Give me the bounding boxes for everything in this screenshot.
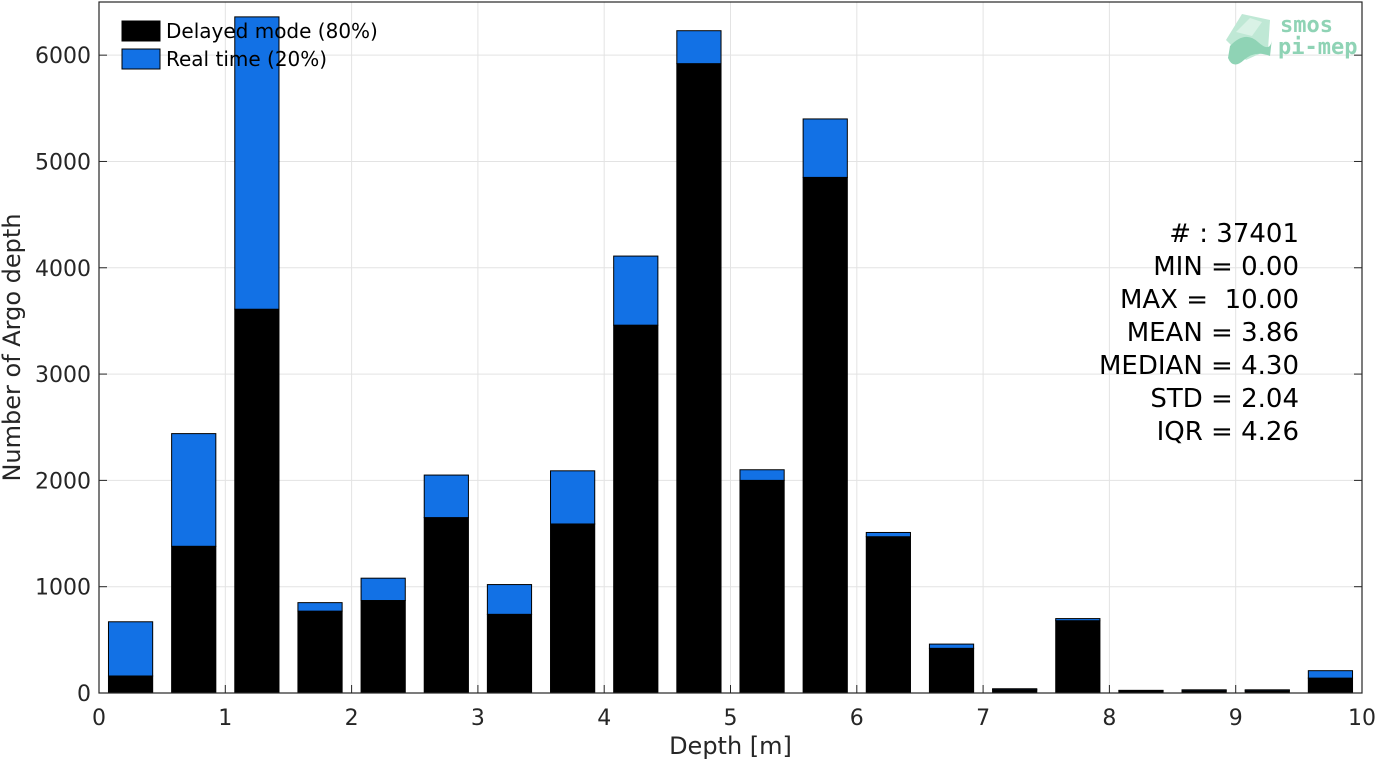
x-tick-label: 1 xyxy=(218,706,232,731)
bar-delayed-mode xyxy=(1307,677,1354,694)
legend-swatch-delayed xyxy=(121,20,161,42)
x-tick-label: 5 xyxy=(724,706,738,731)
y-tick-label: 6000 xyxy=(35,44,91,69)
bar-delayed-mode xyxy=(107,675,154,694)
y-tick-label: 2000 xyxy=(35,469,91,494)
bar-real-time xyxy=(360,577,406,602)
x-tick-label: 10 xyxy=(1348,706,1376,731)
bar-real-time xyxy=(992,688,1038,691)
bar-real-time xyxy=(739,469,785,481)
logo-text-smos: smos xyxy=(1280,13,1333,38)
bar-real-time xyxy=(1307,670,1354,679)
bar-real-time xyxy=(171,433,217,547)
bar-real-time xyxy=(486,584,533,615)
y-axis-label: Number of Argo depth xyxy=(0,213,26,481)
bar-real-time xyxy=(802,118,848,178)
y-tick-label: 1000 xyxy=(35,576,91,601)
y-tick-label: 4000 xyxy=(35,257,91,282)
x-tick-label: 2 xyxy=(345,706,359,731)
bar-delayed-mode xyxy=(865,536,911,694)
x-tick-label: 6 xyxy=(850,706,864,731)
legend-label-delayed: Delayed mode (80%) xyxy=(166,19,378,43)
bar-real-time xyxy=(234,16,280,310)
bar-real-time xyxy=(676,30,722,65)
stat-max: MAX = 10.00 xyxy=(1120,285,1299,315)
bar-delayed-mode xyxy=(802,176,848,694)
x-tick-label: 7 xyxy=(976,706,990,731)
bar-real-time xyxy=(423,474,469,519)
bar-delayed-mode xyxy=(676,63,722,694)
stat-iqr: IQR = 4.26 xyxy=(1157,417,1299,447)
bar-delayed-mode xyxy=(1055,620,1101,694)
bar-delayed-mode xyxy=(423,517,469,694)
bar-real-time xyxy=(550,470,596,525)
bar-real-time xyxy=(1244,689,1290,692)
bar-real-time xyxy=(928,643,975,649)
x-tick-label: 3 xyxy=(471,706,485,731)
bar-real-time xyxy=(1055,618,1101,622)
bar-delayed-mode xyxy=(739,479,785,694)
bar-real-time xyxy=(107,621,154,677)
bar-real-time xyxy=(1118,689,1164,692)
bar-real-time xyxy=(297,602,343,612)
x-tick-label: 0 xyxy=(92,706,106,731)
bar-delayed-mode xyxy=(360,600,406,694)
bar-delayed-mode xyxy=(234,308,280,694)
statistics-annotation: # : 37401 MIN = 0.00 MAX = 10.00 MEAN = … xyxy=(1099,219,1299,447)
y-tick-label: 0 xyxy=(77,682,91,707)
x-tick-label: 9 xyxy=(1229,706,1243,731)
bar-delayed-mode xyxy=(297,610,343,694)
stat-min: MIN = 0.00 xyxy=(1153,252,1299,282)
bar-delayed-mode xyxy=(613,324,659,694)
bar-delayed-mode xyxy=(928,647,975,694)
bar-real-time xyxy=(865,531,911,538)
bar-delayed-mode xyxy=(486,613,533,694)
wave-logo-icon xyxy=(1226,14,1272,65)
x-tick-label: 8 xyxy=(1102,706,1116,731)
y-tick-label: 5000 xyxy=(35,150,91,175)
bar-real-time xyxy=(1181,689,1227,692)
y-tick-label: 3000 xyxy=(35,363,91,388)
legend-label-realtime: Real time (20%) xyxy=(166,47,327,71)
stat-std: STD = 2.04 xyxy=(1150,384,1299,414)
bar-delayed-mode xyxy=(171,545,217,694)
x-tick-label: 4 xyxy=(597,706,611,731)
bar-series xyxy=(107,16,1354,694)
x-axis-label: Depth [m] xyxy=(669,732,792,760)
smos-pimep-logo: smos pi-mep xyxy=(1226,13,1357,65)
x-axis-ticks: 0 1 2 3 4 5 6 7 8 9 10 xyxy=(92,685,1376,731)
stat-count: # : 37401 xyxy=(1169,219,1299,249)
legend: Delayed mode (80%) Real time (20%) xyxy=(121,19,378,71)
legend-swatch-realtime xyxy=(121,48,161,70)
logo-text-pimep: pi-mep xyxy=(1278,35,1357,60)
bar-delayed-mode xyxy=(550,523,596,694)
stat-median: MEDIAN = 4.30 xyxy=(1099,351,1299,381)
bar-real-time xyxy=(613,255,659,326)
stat-mean: MEAN = 3.86 xyxy=(1127,318,1299,348)
y-axis-ticks: 0 1000 2000 3000 4000 5000 6000 xyxy=(35,44,1362,707)
